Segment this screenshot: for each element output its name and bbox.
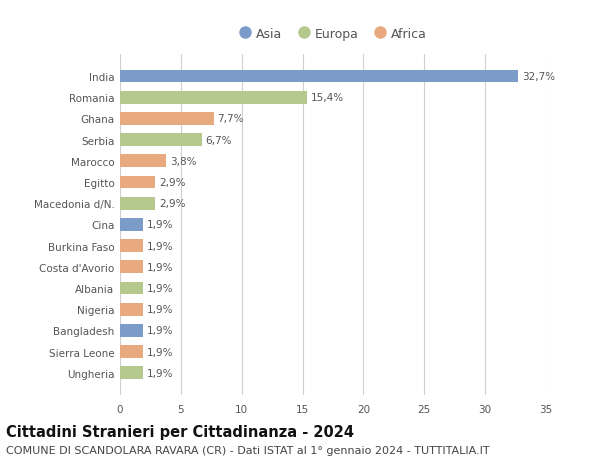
Bar (120, 282, 143, 295)
Text: 6,7%: 6,7% (205, 135, 232, 146)
Text: 1,9%: 1,9% (147, 347, 173, 357)
Text: 1,9%: 1,9% (147, 283, 173, 293)
Text: Cittadini Stranieri per Cittadinanza - 2024: Cittadini Stranieri per Cittadinanza - 2… (6, 425, 354, 440)
Text: 3,8%: 3,8% (170, 157, 196, 167)
Bar (120, 155, 166, 168)
Bar (120, 261, 143, 274)
Bar (120, 218, 143, 231)
Text: 1,9%: 1,9% (147, 241, 173, 251)
Text: 1,9%: 1,9% (147, 262, 173, 272)
Text: 1,9%: 1,9% (147, 304, 173, 314)
Bar (120, 240, 143, 252)
Text: 1,9%: 1,9% (147, 326, 173, 336)
Bar (120, 197, 155, 210)
Text: 2,9%: 2,9% (159, 199, 185, 209)
Text: 32,7%: 32,7% (521, 72, 555, 82)
Bar (120, 92, 307, 104)
Bar (120, 113, 214, 125)
Text: 1,9%: 1,9% (147, 220, 173, 230)
Bar (120, 134, 202, 147)
Bar (120, 325, 143, 337)
Bar (120, 367, 143, 379)
Bar (120, 346, 143, 358)
Bar (120, 71, 518, 83)
Legend: Asia, Europa, Africa: Asia, Europa, Africa (235, 24, 431, 45)
Text: 1,9%: 1,9% (147, 368, 173, 378)
Text: 2,9%: 2,9% (159, 178, 185, 188)
Text: 15,4%: 15,4% (311, 93, 344, 103)
Text: COMUNE DI SCANDOLARA RAVARA (CR) - Dati ISTAT al 1° gennaio 2024 - TUTTITALIA.IT: COMUNE DI SCANDOLARA RAVARA (CR) - Dati … (6, 445, 490, 455)
Bar (120, 176, 155, 189)
Text: 7,7%: 7,7% (217, 114, 244, 124)
Bar (120, 303, 143, 316)
